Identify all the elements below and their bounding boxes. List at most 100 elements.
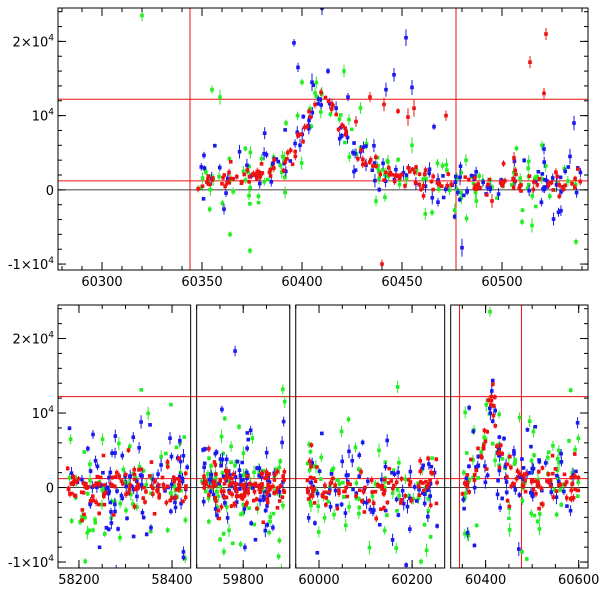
bottom-point-blue (201, 447, 205, 453)
bottom-point-red (485, 429, 490, 435)
top-point-green (423, 207, 428, 220)
bottom-point-red (416, 482, 421, 490)
bottom-point-red (254, 496, 259, 502)
top-point-red (205, 176, 210, 183)
top-point-green (256, 193, 261, 200)
bottom-point-green (559, 501, 563, 508)
bottom-point-blue (428, 489, 433, 503)
top-point-red (247, 179, 251, 184)
top-outlier-green (248, 247, 252, 254)
bottom-point-red (282, 477, 287, 483)
bottom-point-red (183, 493, 188, 501)
bottom-point-red (82, 481, 86, 486)
bottom-point-red (324, 495, 329, 501)
bottom-point-red (94, 498, 98, 507)
bottom-point-red (165, 484, 170, 489)
bottom-point-red (253, 481, 258, 486)
top-point-blue (423, 179, 428, 193)
bottom-point-blue (504, 489, 509, 496)
bottom-point-blue (233, 345, 237, 357)
bottom-point-blue (233, 470, 238, 483)
bottom-point-red (312, 476, 316, 480)
top-point-red (473, 183, 478, 187)
bottom-point-blue (202, 462, 206, 473)
bottom-point-green (165, 527, 170, 534)
bottom-point-red (537, 506, 541, 511)
bottom-point-blue (208, 489, 213, 494)
top-point-blue (455, 188, 460, 197)
bottom-point-green (169, 488, 173, 498)
top-point-red (293, 152, 298, 161)
top-point-red (537, 176, 542, 181)
top-point-red (476, 180, 481, 188)
bottom-point-red (540, 500, 545, 509)
bottom-point-red (90, 494, 95, 499)
bottom-point-red (126, 447, 131, 453)
top-outlier-green (300, 78, 304, 86)
bottom-xtick-label-58400: 58400 (151, 573, 192, 588)
bottom-point-red (275, 468, 280, 475)
top-point-green (530, 191, 534, 201)
bottom-point-green (278, 493, 283, 498)
bottom-point-red (418, 467, 423, 476)
bottom-point-blue (320, 431, 324, 436)
bottom-point-green (93, 516, 97, 524)
top-point-red (390, 173, 395, 177)
bottom-point-blue (559, 449, 563, 459)
top-outlier-blue (458, 169, 462, 186)
bottom-point-blue (280, 436, 284, 449)
bottom-point-blue (238, 473, 243, 479)
bottom-point-red (392, 483, 396, 488)
bottom-point-blue (427, 458, 431, 470)
top-outlier-red (544, 27, 548, 41)
bottom-point-green (354, 479, 359, 487)
bottom-point-blue (394, 496, 399, 503)
top-point-red (407, 169, 412, 174)
bottom-point-blue (221, 474, 226, 479)
bottom-point-blue (223, 499, 227, 507)
top-outlier-red (542, 87, 546, 99)
bottom-point-green (326, 499, 331, 504)
top-point-green (248, 182, 252, 193)
top-point-red (288, 147, 293, 154)
top-point-blue (401, 165, 406, 180)
bottom-panel: 58200 58400 59800 60000 60200 60400 60600 -1×10… (8, 304, 599, 588)
top-point-green (338, 113, 343, 117)
bottom-point-green (219, 429, 224, 444)
bottom-point-red (333, 481, 337, 489)
bottom-point-red (132, 477, 137, 482)
bottom-point-red (379, 507, 383, 512)
bottom-point-red (359, 467, 363, 476)
top-point-red (234, 173, 239, 180)
bottom-point-green (281, 501, 285, 511)
bottom-point-blue (502, 435, 506, 442)
top-point-green (328, 111, 333, 118)
bottom-point-red (239, 482, 243, 488)
top-point-blue (202, 151, 206, 159)
top-point-green (444, 158, 449, 171)
bottom-point-blue (531, 463, 536, 474)
top-point-blue (574, 187, 579, 198)
top-point-red (557, 193, 562, 200)
top-point-blue (540, 172, 545, 176)
bottom-point-green (87, 528, 92, 533)
top-point-blue (559, 205, 563, 217)
bottom-point-blue (119, 492, 124, 500)
top-point-blue (452, 214, 457, 220)
top-point-red (429, 179, 434, 184)
top-outlier-green (228, 231, 232, 238)
bottom-point-red (537, 469, 541, 475)
top-point-green (376, 163, 380, 168)
top-point-red (513, 167, 517, 174)
bottom-point-blue (168, 432, 172, 445)
top-point-blue (542, 185, 547, 194)
bottom-point-green (507, 516, 511, 521)
bottom-point-red (348, 482, 352, 487)
bottom-point-red (434, 501, 439, 506)
bottom-point-green (419, 558, 423, 565)
top-outlier-green (284, 119, 288, 127)
bottom-point-green (341, 480, 345, 485)
top-point-red (578, 177, 583, 186)
bottom-point-red (151, 490, 155, 498)
top-point-green (424, 175, 428, 183)
